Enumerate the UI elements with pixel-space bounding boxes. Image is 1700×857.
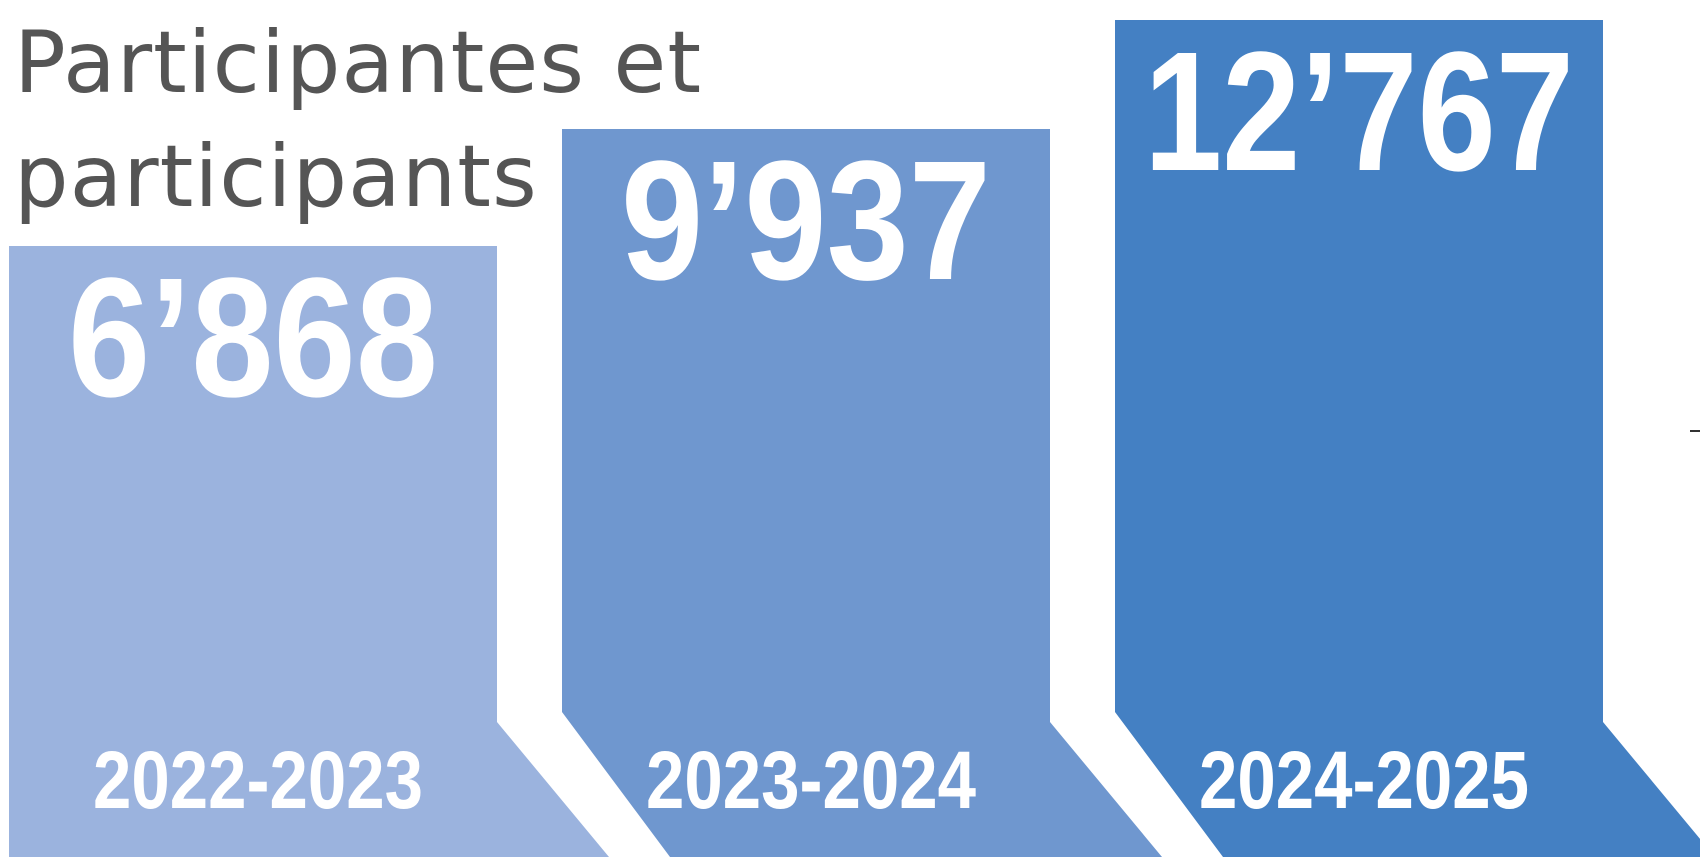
arrow-tip-icon xyxy=(1690,430,1700,432)
category-label: 2024-2025 xyxy=(1199,735,1529,826)
title-line-1: Participantes et xyxy=(14,13,703,113)
category-label: 2023-2024 xyxy=(646,735,976,826)
bar-2022-2023 xyxy=(9,246,609,857)
value-label: 9’937 xyxy=(621,126,991,316)
category-label: 2022-2023 xyxy=(93,735,423,826)
value-label: 12’767 xyxy=(1144,17,1574,207)
value-label: 6’868 xyxy=(68,243,438,433)
bar-2023-2024 xyxy=(562,129,1162,857)
bar-2024-2025 xyxy=(1115,20,1700,857)
